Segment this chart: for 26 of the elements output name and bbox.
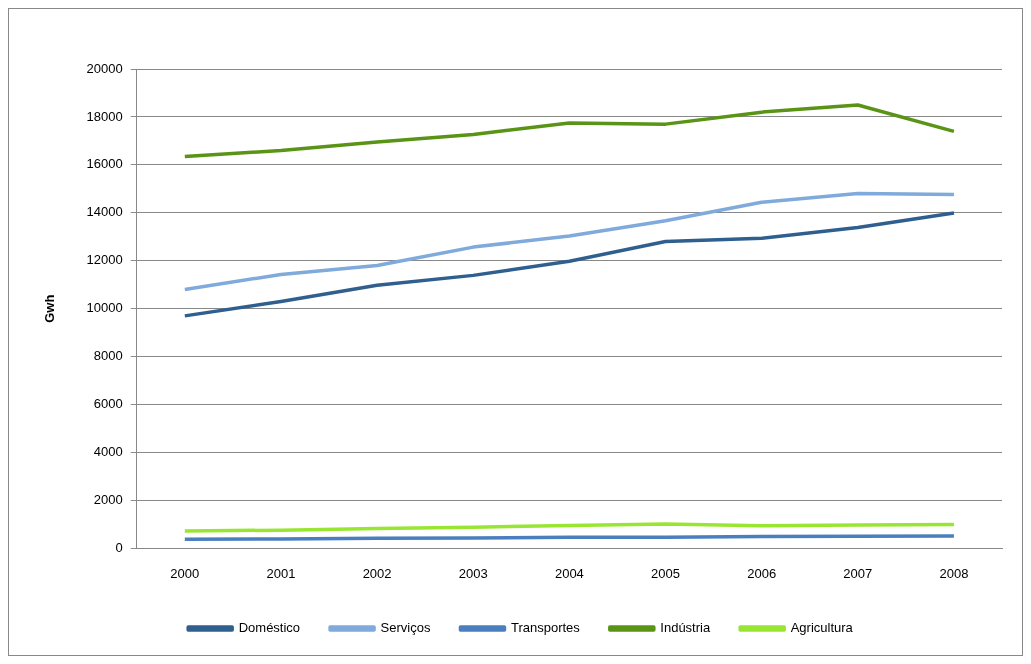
legend-label: Serviços <box>380 620 431 636</box>
y-tick-label: 0 <box>115 539 123 555</box>
x-tick-label: 2005 <box>651 565 680 581</box>
legend-label: Doméstico <box>238 620 301 636</box>
x-tick-label: 2001 <box>266 565 296 581</box>
x-tick-label: 2004 <box>554 565 584 581</box>
x-tick-label: 2008 <box>939 565 969 581</box>
legend-label: Transportes <box>510 620 581 636</box>
x-tick-label: 2007 <box>843 565 873 581</box>
y-tick-label: 2000 <box>93 492 123 508</box>
y-tick-label: 6000 <box>93 396 123 412</box>
x-tick-label: 2002 <box>362 565 392 581</box>
y-tick-label: 14000 <box>86 204 123 220</box>
y-tick-label: 4000 <box>93 444 123 460</box>
y-tick-label: 18000 <box>86 108 123 124</box>
y-tick-label: 8000 <box>93 348 123 364</box>
legend-label: Agricultura <box>790 620 854 636</box>
y-axis-title: Gwh <box>42 294 58 323</box>
x-tick-label: 2003 <box>458 565 488 581</box>
x-tick-label: 2000 <box>170 565 200 581</box>
legend-label: Indústria <box>660 620 711 636</box>
x-tick-label: 2006 <box>747 565 777 581</box>
y-tick-label: 16000 <box>86 156 123 172</box>
y-tick-label: 20000 <box>86 60 123 76</box>
y-tick-label: 10000 <box>86 300 123 316</box>
y-tick-label: 12000 <box>86 252 123 268</box>
